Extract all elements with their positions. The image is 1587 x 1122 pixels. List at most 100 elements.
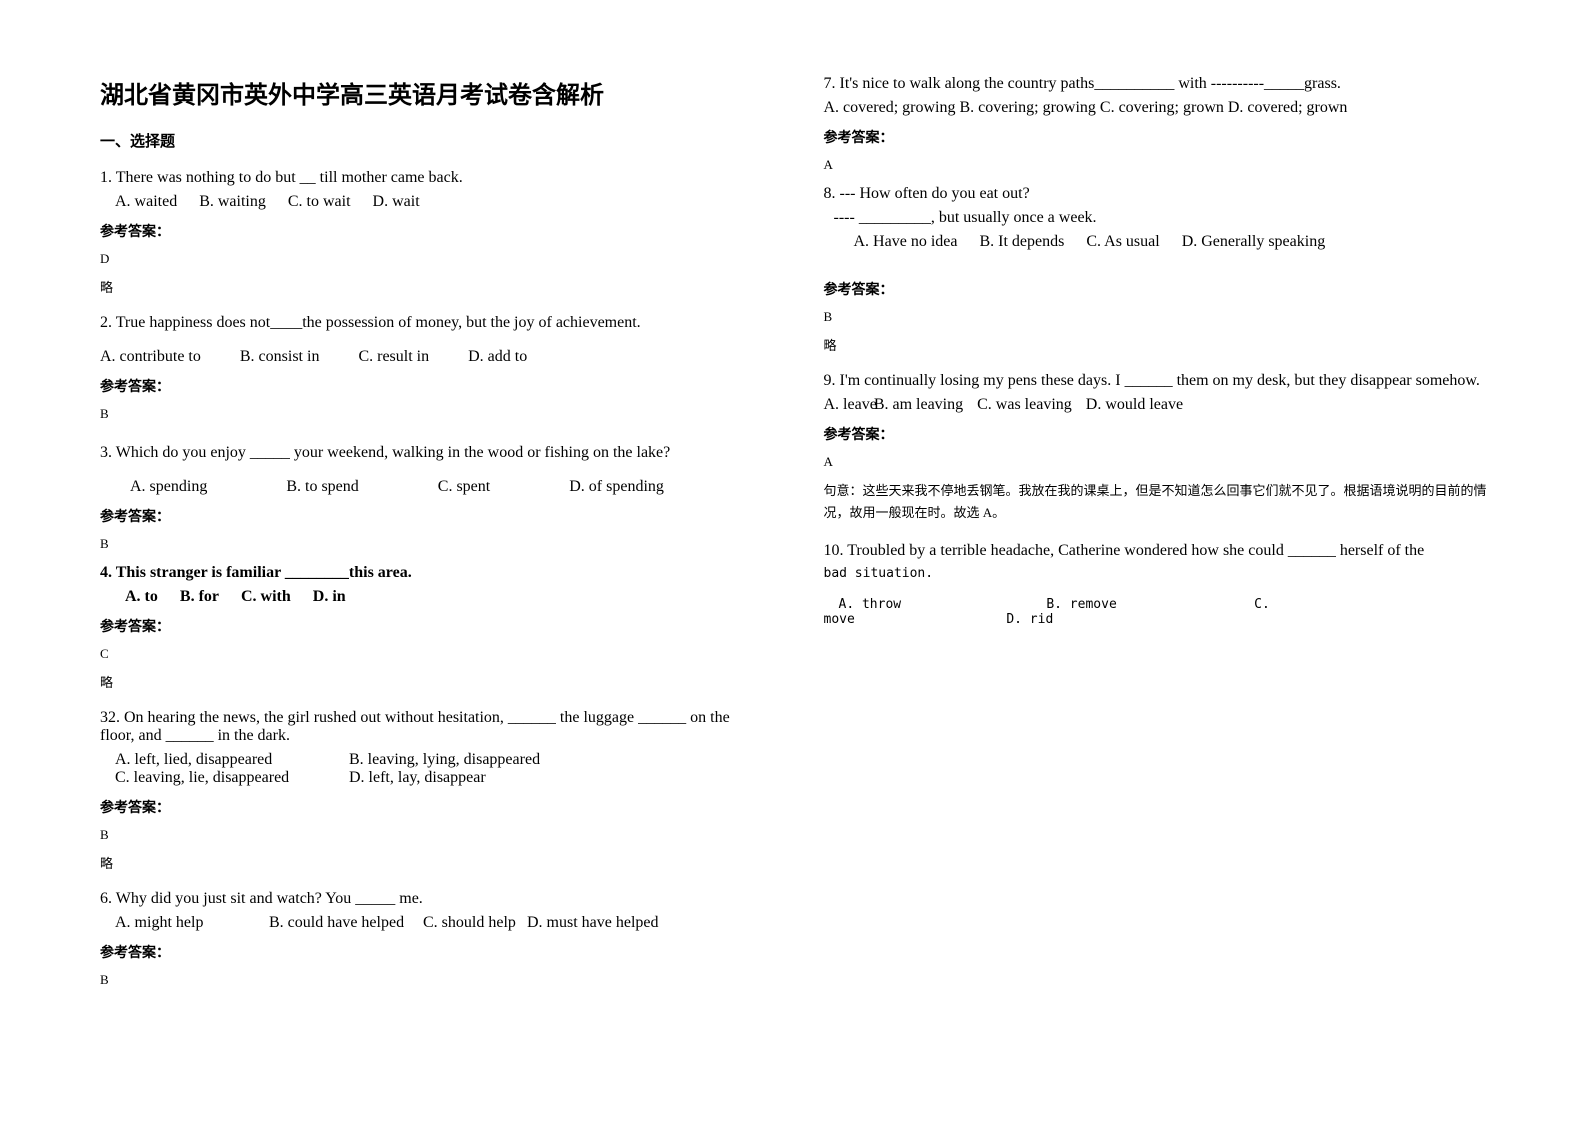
question-2: 2. True happiness does not____the posses… [100,314,764,422]
q3-answer-label: 参考答案： [100,506,764,526]
q9-opt-d: D. would leave [1086,396,1183,413]
q5-options: A. left, lied, disappeared B. leaving, l… [100,751,764,787]
q7-options: A. covered; growing B. covering; growing… [824,99,1488,117]
q4-text: 4. This stranger is familiar ________thi… [100,564,764,582]
q8-text2: ---- _________, but usually once a week. [824,209,1488,227]
question-6: 6. Why did you just sit and watch? You _… [100,890,764,988]
q10-options: A. throw B. remove C. move D. rid [824,597,1488,627]
q4-answer: C [100,646,764,662]
q10-opt-c2: move [824,612,999,627]
q4-opt-d: D. in [313,588,346,606]
q9-answer-label: 参考答案： [824,424,1488,444]
q4-text-suffix: this area. [349,564,412,581]
q6-answer: B [100,972,764,988]
q9-answer: A [824,454,1488,470]
q2-opt-c: C. result in [358,348,429,366]
q4-text-prefix: 4. This stranger is familiar ________ [100,564,349,581]
q6-options: A. might help B. could have helped C. sh… [100,914,764,932]
q6-answer-label: 参考答案： [100,942,764,962]
q5-answer-label: 参考答案： [100,797,764,817]
q9-explanation: 句意：这些天来我不停地丢钢笔。我放在我的课桌上，但是不知道怎么回事它们就不见了。… [824,480,1488,524]
q3-opt-a: A. spending [130,478,207,496]
q2-answer: B [100,406,764,422]
q2-options: A. contribute to B. consist in C. result… [100,348,764,366]
q1-answer: D [100,251,764,267]
section-header: 一、选择题 [100,130,764,151]
q1-text: 1. There was nothing to do but __ till m… [100,169,764,187]
q5-opt-d: D. left, lay, disappear [349,769,486,786]
q2-text: 2. True happiness does not____the posses… [100,314,764,332]
q1-note: 略 [100,277,764,296]
q4-opt-b: B. for [180,588,219,606]
question-3: 3. Which do you enjoy _____ your weekend… [100,444,764,552]
question-5: 32. On hearing the news, the girl rushed… [100,709,764,817]
q2-opt-b: B. consist in [240,348,320,366]
q2-answer-label: 参考答案： [100,376,764,396]
q7-opt-a: A. covered; growing [824,99,956,116]
q3-text: 3. Which do you enjoy _____ your weekend… [100,444,764,462]
q10-opt-b: B. remove [1046,597,1246,612]
q8-answer-label: 参考答案： [824,279,1488,299]
question-1: 1. There was nothing to do but __ till m… [100,169,764,296]
q6-text: 6. Why did you just sit and watch? You _… [100,890,764,908]
q7-opt-d: D. covered; grown [1228,99,1348,116]
q1-opt-a: A. waited [115,193,177,211]
q1-opt-c: C. to wait [288,193,351,211]
question-8: 8. --- How often do you eat out? ---- __… [824,185,1488,354]
q5-text: 32. On hearing the news, the girl rushed… [100,709,764,745]
q1-answer-label: 参考答案： [100,221,764,241]
q6-opt-d: D. must have helped [527,914,659,931]
question-10: 10. Troubled by a terrible headache, Cat… [824,542,1488,627]
q5-answer: B [100,827,764,843]
q9-opt-a: A. leave [824,396,877,413]
q8-opt-b: B. It depends [979,233,1064,251]
question-4: 4. This stranger is familiar ________thi… [100,564,764,691]
q1-opt-b: B. waiting [199,193,266,211]
q3-opt-b: B. to spend [286,478,358,496]
q8-text1: 8. --- How often do you eat out? [824,185,1488,203]
q5-opt-a: A. left, lied, disappeared [115,751,345,769]
question-7: 7. It's nice to walk along the country p… [824,75,1488,173]
q4-opt-c: C. with [241,588,291,606]
doc-title: 湖北省黄冈市英外中学高三英语月考试卷含解析 [100,75,764,110]
q9-opt-c: C. was leaving [977,396,1072,413]
q7-answer-label: 参考答案： [824,127,1488,147]
q7-opt-c: C. covering; grown [1100,99,1224,116]
q9-text: 9. I'm continually losing my pens these … [824,372,1488,390]
q3-options: A. spending B. to spend C. spent D. of s… [100,478,764,496]
q3-opt-d: D. of spending [569,478,664,495]
q8-opt-a: A. Have no idea [854,233,958,251]
q4-opt-a: A. to [125,588,158,606]
q6-opt-b: B. could have helped [269,914,419,932]
q7-opt-b: B. covering; growing [959,99,1095,116]
q4-answer-label: 参考答案： [100,616,764,636]
q1-options: A. waited B. waiting C. to wait D. wait [100,193,764,211]
q10-text2: bad situation. [824,566,1488,581]
q10-text: 10. Troubled by a terrible headache, Cat… [824,542,1488,560]
q3-answer: B [100,536,764,552]
q5-opt-b: B. leaving, lying, disappeared [349,751,540,768]
q8-opt-c: C. As usual [1086,233,1159,251]
q2-opt-a: A. contribute to [100,348,201,366]
q8-options: A. Have no idea B. It depends C. As usua… [824,233,1488,251]
q8-opt-d: D. Generally speaking [1182,233,1326,250]
q6-opt-a: A. might help [115,914,265,932]
q10-opt-c: C. [1254,597,1270,612]
question-9: 9. I'm continually losing my pens these … [824,372,1488,524]
q5-note: 略 [100,853,764,872]
q9-opt-b: B. am leaving [874,396,963,413]
q7-text: 7. It's nice to walk along the country p… [824,75,1488,93]
q1-opt-d: D. wait [373,193,420,211]
q8-note: 略 [824,335,1488,354]
q9-options: A. leaveB. am leaving C. was leaving D. … [824,396,1488,414]
q10-opt-a: A. throw [839,597,1039,612]
q2-opt-d: D. add to [468,348,527,366]
q4-note: 略 [100,672,764,691]
q10-opt-d: D. rid [1006,612,1053,627]
q3-opt-c: C. spent [438,478,490,496]
q4-options: A. to B. for C. with D. in [100,588,764,606]
q6-opt-c: C. should help [423,914,523,932]
q8-answer: B [824,309,1488,325]
q5-opt-c: C. leaving, lie, disappeared [115,769,345,787]
q7-answer: A [824,157,1488,173]
